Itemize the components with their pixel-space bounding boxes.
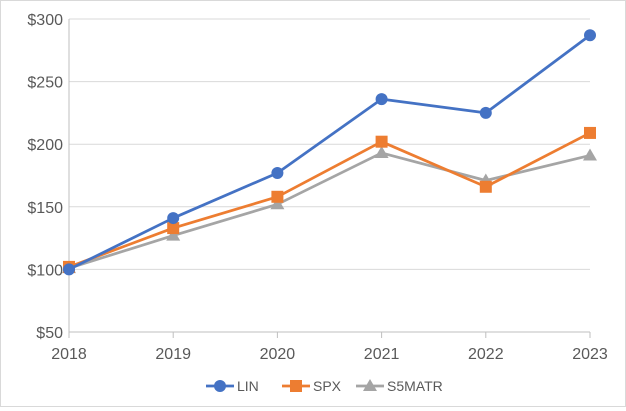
legend-label-s5matr: S5MATR xyxy=(387,378,443,394)
legend: LIN SPX S5MATR xyxy=(206,378,443,394)
y-tick-label: $200 xyxy=(27,137,63,154)
x-tick-label: 2021 xyxy=(364,346,400,363)
series-s5matr xyxy=(62,145,597,274)
y-tick-label: $150 xyxy=(27,200,63,217)
data-point-spx-2023 xyxy=(584,126,596,139)
x-tick-label: 2023 xyxy=(572,346,608,363)
data-point-lin-2018 xyxy=(63,263,75,276)
series-line-spx xyxy=(68,131,591,269)
legend-item-lin: LIN xyxy=(206,378,259,394)
y-tick-label: $300 xyxy=(27,12,63,29)
data-point-s5matr-2021 xyxy=(374,145,389,158)
y-tick-label: $100 xyxy=(27,262,63,279)
gridlines xyxy=(69,18,590,270)
y-tick-label: $250 xyxy=(27,75,63,92)
data-point-lin-2020 xyxy=(271,166,284,179)
data-point-lin-2019 xyxy=(167,212,180,225)
series-line-lin xyxy=(68,34,591,271)
legend-marker-spx xyxy=(290,380,302,392)
data-point-lin-2021 xyxy=(375,93,388,106)
x-tick-label: 2019 xyxy=(155,346,191,363)
data-point-spx-2022 xyxy=(479,180,492,193)
data-point-s5matr-2023 xyxy=(583,148,597,161)
data-point-lin-2023 xyxy=(584,29,596,42)
legend-label-lin: LIN xyxy=(237,378,259,394)
y-tick-label: $50 xyxy=(36,325,63,342)
x-tick-label: 2018 xyxy=(51,346,87,363)
x-tick-label: 2020 xyxy=(260,346,296,363)
series-group xyxy=(62,29,597,276)
axes: $50 $100 $150 $200 $250 $300 2018 2019 2020 2021 2… xyxy=(27,12,607,363)
data-point-s5matr-2020 xyxy=(270,197,285,210)
series-lin xyxy=(63,29,596,276)
data-point-lin-2022 xyxy=(479,106,492,119)
data-point-s5matr-2019 xyxy=(166,228,181,241)
legend-marker-lin xyxy=(214,380,226,392)
series-spx xyxy=(63,126,596,273)
legend-item-s5matr: S5MATR xyxy=(356,378,443,394)
data-point-spx-2021 xyxy=(375,135,388,148)
legend-item-spx: SPX xyxy=(282,378,342,394)
data-point-spx-2019 xyxy=(167,222,180,235)
legend-label-spx: SPX xyxy=(313,378,342,394)
x-tick-label: 2022 xyxy=(468,346,504,363)
legend-marker-s5matr xyxy=(363,379,377,391)
data-point-spx-2020 xyxy=(271,190,284,203)
